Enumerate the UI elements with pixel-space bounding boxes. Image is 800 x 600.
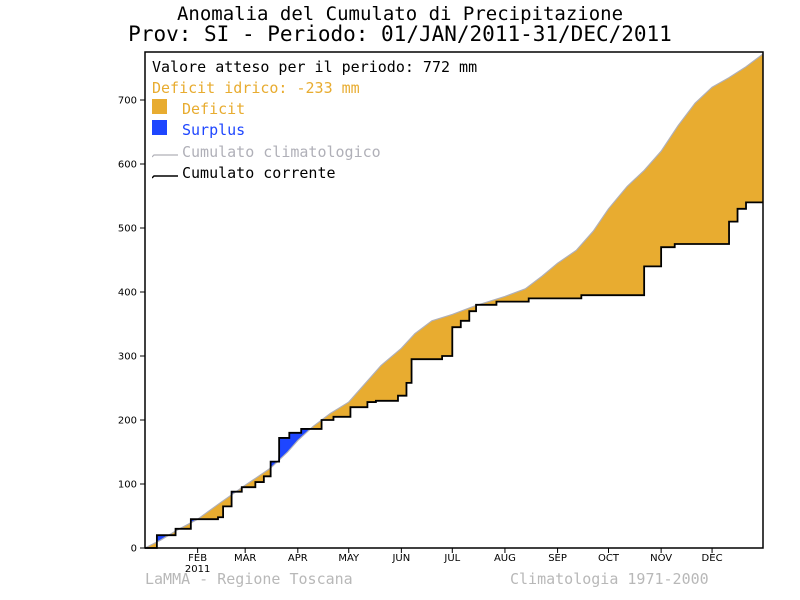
x-tick-label: MAY [338, 553, 360, 564]
y-tick-label: 0 [131, 544, 137, 555]
legend-current: Cumulato corrente [182, 164, 336, 182]
chart-title: Anomalia del Cumulato di Precipitazione [176, 3, 624, 25]
x-tick-label: JUL [443, 553, 460, 564]
x-tick-label: MAR [234, 553, 256, 564]
legend-deficit: Deficit [182, 100, 246, 118]
deficit-area [145, 53, 763, 549]
x-tick-label: JUN [391, 553, 410, 564]
legend-line-samples [152, 154, 178, 179]
legend-deficit-total: Deficit idrico: -233 mm [152, 79, 360, 97]
current-line [145, 201, 763, 549]
legend-expected-value: Valore atteso per il periodo: 772 mm [152, 58, 478, 76]
footer-climatology: Climatologia 1971-2000 [510, 570, 709, 588]
x-tick-label: SEP [548, 553, 567, 564]
x-year-label: 2011 [185, 564, 210, 575]
y-tick-label: 700 [118, 96, 137, 107]
x-tick-label: FEB [188, 553, 207, 564]
surplus-swatch [152, 120, 167, 135]
current-line-sample [152, 175, 178, 179]
y-tick-label: 300 [118, 352, 137, 363]
plot-frame [144, 51, 764, 549]
y-tick-label: 600 [118, 160, 137, 171]
y-tick-label: 500 [118, 224, 137, 235]
x-tick-label: DEC [702, 553, 723, 564]
y-tick-label: 400 [118, 288, 137, 299]
x-tick-label: OCT [598, 553, 620, 564]
y-tick-label: 100 [118, 480, 137, 491]
chart-subtitle: Prov: SI - Periodo: 01/JAN/2011-31/DEC/2… [128, 22, 672, 46]
climatological-line [144, 53, 764, 549]
x-tick-label: APR [288, 553, 308, 564]
footer-source: LaMMA - Regione Toscana [145, 570, 353, 588]
deficit-swatch [152, 99, 167, 114]
legend-climatological: Cumulato climatologico [182, 143, 381, 161]
legend-surplus: Surplus [182, 121, 246, 139]
y-tick-label: 200 [118, 416, 137, 427]
climatological-line-sample [152, 154, 178, 158]
x-tick-label: AUG [494, 553, 516, 564]
x-tick-label: NOV [650, 553, 672, 564]
